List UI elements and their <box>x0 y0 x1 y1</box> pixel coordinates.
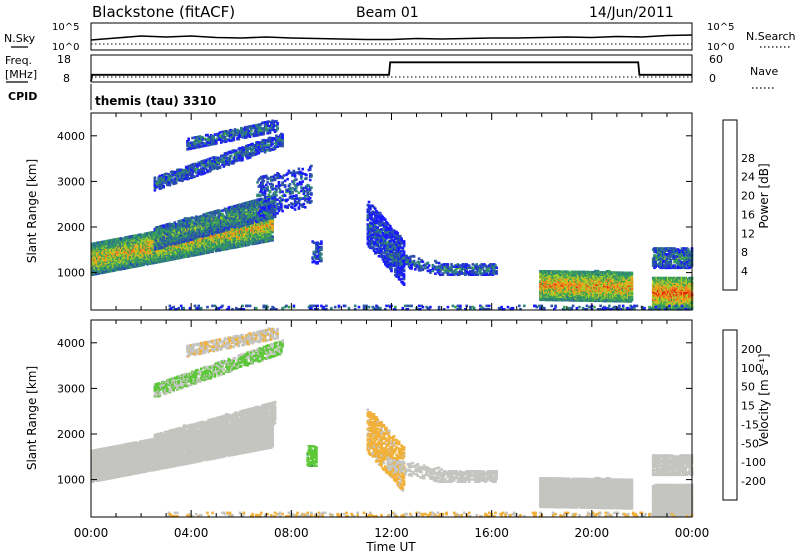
beam-label: Beam 01 <box>356 5 419 21</box>
freq-left-tick-bottom: 8 <box>63 72 70 85</box>
nave-tick-top: 60 <box>709 53 723 66</box>
cpid-value: themis (tau) 3310 <box>95 94 216 108</box>
freq-label: Freq. <box>5 54 32 67</box>
freq-left-tick-top: 18 <box>57 53 71 66</box>
nave-label: Nave <box>750 65 778 78</box>
nsearch-label: N.Search <box>746 30 796 43</box>
rti-figure: Blackstone (fitACF) Beam 01 14/Jun/2011 … <box>0 0 800 554</box>
freq-unit-label: [MHz] <box>5 68 37 81</box>
noise-right-tick-bottom: 10^0 <box>707 42 734 53</box>
frequency-frame <box>91 55 692 82</box>
noise-left-tick-top: 10^5 <box>52 22 79 33</box>
noise-left-tick-bottom: 10^0 <box>52 42 79 53</box>
power-cells <box>91 120 693 311</box>
noise-panel: N.Sky 10^5 10^0 10^5 10^0 N.Search <box>4 22 796 53</box>
nave-tick-bottom: 0 <box>709 72 716 85</box>
date-label: 14/Jun/2011 <box>589 5 674 21</box>
nsky-series-line <box>91 35 692 40</box>
freq-series-line <box>91 62 692 81</box>
station-title: Blackstone (fitACF) <box>92 3 235 21</box>
cpid-label: CPID <box>8 90 37 103</box>
nsky-label: N.Sky <box>4 32 36 45</box>
frequency-panel: Freq. [MHz] 18 8 60 0 Nave <box>5 53 778 88</box>
noise-right-tick-top: 10^5 <box>707 22 734 33</box>
